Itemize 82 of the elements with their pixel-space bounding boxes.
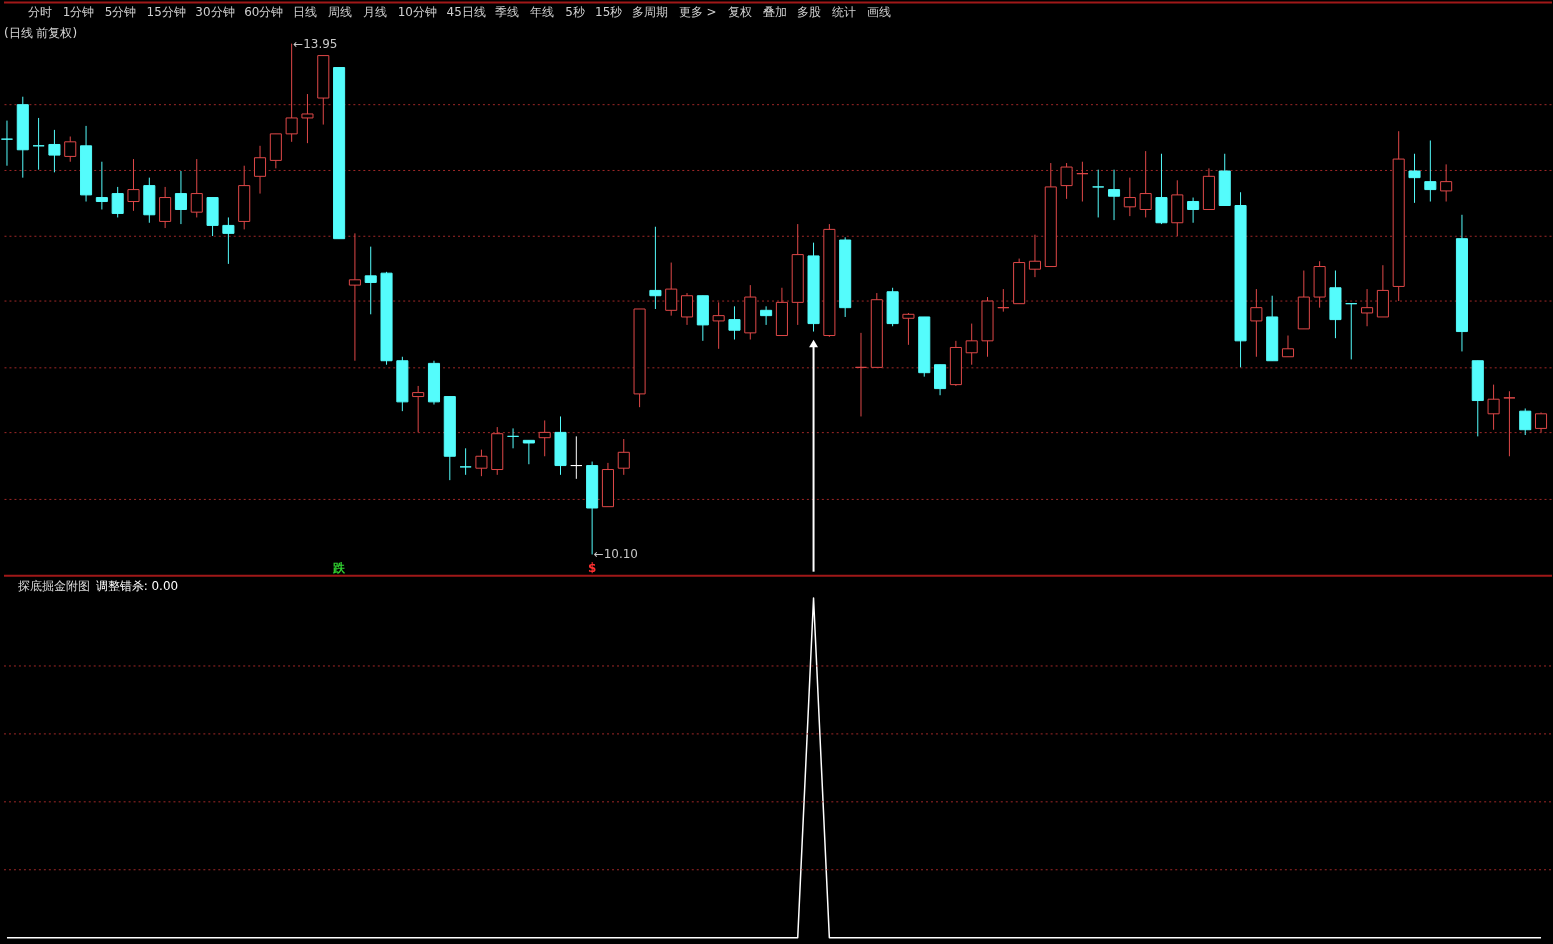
candlestick — [1361, 288, 1374, 327]
candlestick — [1092, 169, 1105, 218]
candlestick — [475, 449, 488, 477]
candlestick — [412, 385, 425, 433]
candlestick — [190, 158, 203, 218]
candlestick — [1187, 197, 1200, 224]
candlestick — [1060, 162, 1073, 200]
annotation: 5秒 — [565, 5, 585, 20]
candlestick — [1408, 153, 1421, 204]
candlestick — [1076, 161, 1089, 203]
annotation: 5分钟 — [104, 5, 137, 20]
candlestick — [348, 232, 361, 362]
candlestick — [1139, 150, 1152, 218]
annotation: 10分钟 — [397, 5, 437, 20]
candlestick — [1123, 177, 1136, 217]
candlestick — [1519, 408, 1532, 436]
annotation: 月线 — [362, 5, 387, 20]
annotation: 周线 — [327, 5, 352, 20]
annotation: 叠加 — [762, 5, 787, 20]
candlestick — [1535, 411, 1548, 433]
candlestick — [159, 186, 172, 229]
annotation: 画线 — [867, 5, 892, 20]
candlestick — [1424, 140, 1437, 203]
candlestick — [617, 438, 630, 476]
candlestick — [1487, 384, 1500, 431]
candlestick — [1108, 169, 1121, 221]
candlestick — [1028, 234, 1041, 278]
candlestick — [522, 439, 535, 465]
candlestick — [507, 427, 520, 449]
annotation: 季线 — [495, 5, 520, 20]
candlestick — [127, 158, 140, 212]
annotation: 45日线 — [446, 5, 486, 20]
candlestick — [32, 117, 45, 171]
candlestick — [301, 93, 314, 144]
annotation: 1分钟 — [62, 5, 95, 20]
annotation: 年线 — [530, 5, 555, 20]
candlestick — [48, 129, 61, 173]
candlestick — [965, 323, 978, 366]
candlestick — [934, 364, 947, 396]
text: 调整错杀: 0.00 — [95, 578, 179, 593]
candlestick — [364, 246, 377, 315]
candlestick — [64, 136, 77, 163]
chart-title: 探底掘金附图 — [17, 578, 90, 593]
candlestick — [728, 305, 741, 341]
candlestick — [111, 186, 124, 218]
candlestick — [665, 262, 678, 317]
candlestick — [680, 292, 694, 326]
annotation: 更多 > — [678, 5, 717, 20]
text: (日线 前复权) — [3, 26, 78, 41]
candlestick — [712, 301, 725, 350]
candlestick — [253, 145, 267, 195]
annotation: 30分钟 — [195, 5, 235, 20]
annotation: 分时 — [27, 5, 52, 20]
candlestick — [1345, 303, 1358, 360]
annotation: 15秒 — [595, 5, 623, 20]
candlestick — [902, 312, 915, 346]
annotation: 60分钟 — [244, 5, 284, 20]
annotation: 多周期 — [631, 5, 668, 20]
candlestick — [1250, 288, 1263, 358]
annotation: 日线 — [293, 5, 318, 20]
annotation: ←10.10 — [593, 547, 638, 562]
candlestick — [570, 435, 583, 480]
candlestick — [1503, 390, 1516, 457]
annotation: ←13.95 — [293, 36, 338, 51]
annotation: 15分钟 — [146, 5, 186, 20]
candlestick — [1281, 335, 1295, 358]
annotation: 多股 — [797, 5, 822, 20]
candlestick — [222, 216, 235, 265]
candlestick — [854, 332, 868, 417]
candlestick — [997, 288, 1010, 313]
candlestick — [538, 419, 551, 457]
candlestick — [459, 447, 472, 476]
annotation: 复权 — [727, 5, 752, 20]
candlestick — [174, 170, 187, 225]
candlestick — [649, 226, 662, 310]
candlestick — [95, 161, 108, 210]
candlestick — [760, 305, 773, 326]
annotation: 跌 — [332, 560, 347, 575]
annotation: 统计 — [832, 5, 857, 20]
annotation: $ — [587, 560, 597, 575]
candlestick — [1440, 163, 1453, 203]
candlestick — [0, 120, 14, 167]
